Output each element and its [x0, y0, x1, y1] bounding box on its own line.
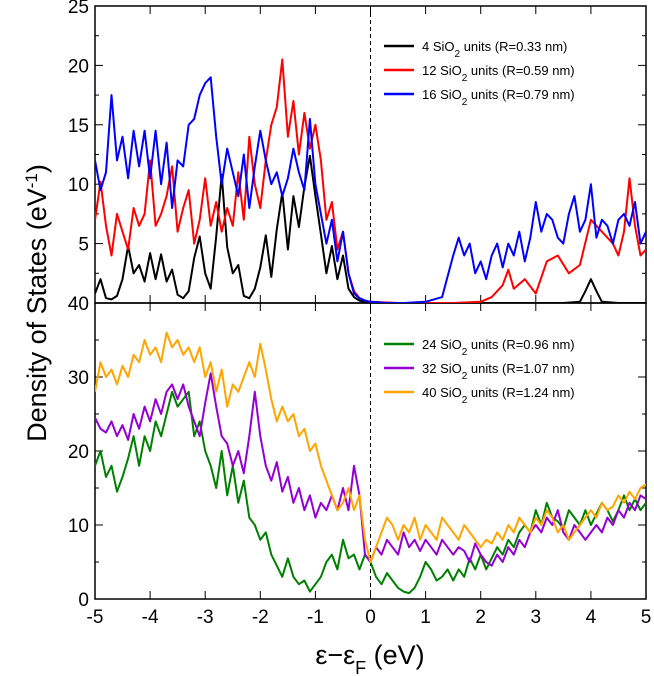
x-tick-label: 3: [531, 607, 542, 628]
top-y-tick-label: 20: [68, 56, 89, 77]
top-y-tick-label: 25: [68, 0, 89, 18]
bottom-y-tick-label: 40: [68, 294, 89, 315]
top-series-line-0: [95, 154, 646, 303]
bottom-y-tick-label: 0: [78, 590, 89, 611]
top-series-line-2: [95, 76, 646, 303]
bottom-legend-label-1: 32 SiO2 units (R=1.07 nm): [422, 361, 575, 382]
x-tick-label: -1: [307, 607, 324, 628]
y-axis-title: Density of States (eV-1): [22, 164, 53, 442]
x-tick-label: 5: [641, 607, 652, 628]
x-tick-label: 0: [365, 607, 376, 628]
x-tick-label: 2: [475, 607, 486, 628]
bottom-y-tick-label: 30: [68, 368, 89, 389]
top-y-tick-label: 10: [68, 175, 89, 196]
top-legend-label-0: 4 SiO2 units (R=0.33 nm): [422, 39, 567, 60]
top-legend-label-1: 12 SiO2 units (R=0.59 nm): [422, 63, 575, 84]
x-tick-label: 4: [586, 607, 597, 628]
x-tick-label: -5: [87, 607, 104, 628]
bottom-series-line-2: [95, 331, 646, 563]
x-tick-label: 1: [420, 607, 431, 628]
top-series-line-1: [95, 58, 646, 303]
x-tick-label: -4: [142, 607, 159, 628]
top-y-tick-label: 15: [68, 116, 89, 137]
bottom-legend-label-0: 24 SiO2 units (R=0.96 nm): [422, 337, 575, 358]
top-legend-label-2: 16 SiO2 units (R=0.79 nm): [422, 87, 575, 108]
bottom-legend-label-2: 40 SiO2 units (R=1.24 nm): [422, 385, 575, 406]
x-tick-label: -2: [252, 607, 269, 628]
bottom-y-tick-label: 10: [68, 516, 89, 537]
bottom-y-tick-label: 20: [68, 442, 89, 463]
top-y-tick-label: 5: [78, 235, 89, 256]
x-tick-label: -3: [197, 607, 214, 628]
x-axis-title: ε−εF (eV): [315, 640, 424, 676]
